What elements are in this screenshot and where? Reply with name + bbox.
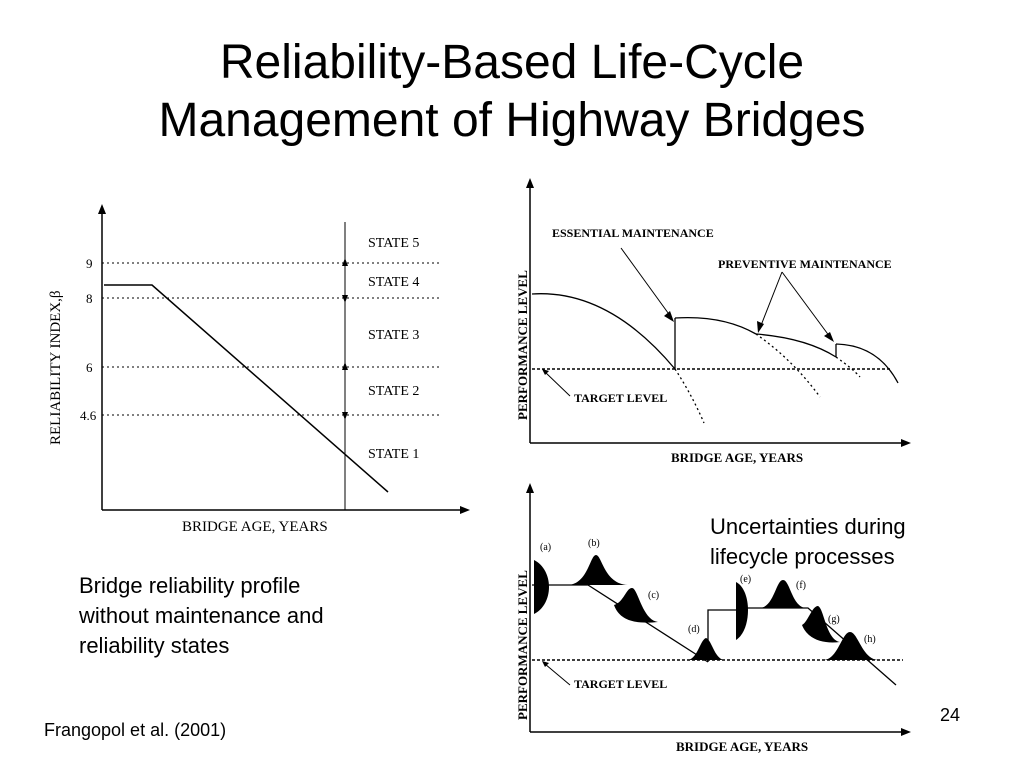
target-level-label: TARGET LEVEL [574,391,667,405]
tick-label-6: 6 [86,360,93,375]
title-line-2: Management of Highway Bridges [158,94,866,147]
target-arrow [544,663,571,686]
y-axis-arrow [98,204,106,214]
y-axis-label: PERFORMANCE LEVEL [515,570,530,720]
essential-arrowhead [664,311,674,322]
x-axis-arrow [901,439,911,447]
left-caption: Bridge reliability profile without maint… [79,571,324,661]
preventive-arrow-2 [781,271,831,338]
citation: Frangopol et al. (2001) [44,720,227,740]
target-arrowhead [542,369,549,375]
label-a: (a) [540,542,551,553]
performance-path-1 [532,584,709,663]
label-c: (c) [648,590,659,601]
slide-title: Reliability-Based Life-Cycle Management … [0,34,1024,150]
x-axis-arrow [901,728,911,736]
curve-after-essential [674,316,757,335]
y-axis-arrow [526,178,534,188]
state-4-label: STATE 4 [368,275,419,290]
state-divider-tick-4 [342,412,348,420]
distribution-c [614,588,658,623]
state-2-label: STATE 2 [368,384,419,399]
distribution-d [688,638,724,660]
y-axis-arrow [526,483,534,493]
target-arrow [544,371,571,397]
left-caption-line-1: Bridge reliability profile [79,573,301,598]
uncertainty-diagram: (a) (b) (c) (d) (e) (f) (g) (h) TARGET L… [515,483,911,754]
x-axis-label: BRIDGE AGE, YEARS [671,450,803,465]
curve-preventive-2 [835,343,899,384]
tick-label-8: 8 [86,291,93,306]
right-caption-line-1: Uncertainties during [710,514,906,539]
title-line-1: Reliability-Based Life-Cycle [219,36,805,89]
degradation-curve [531,293,676,370]
left-caption-line-3: reliability states [79,633,230,658]
state-divider-tick-1 [342,258,348,266]
target-level-label: TARGET LEVEL [574,677,667,691]
distribution-b [568,555,628,585]
state-5-label: STATE 5 [368,236,419,251]
state-1-label: STATE 1 [368,447,419,462]
state-3-label: STATE 3 [368,328,419,343]
maintenance-diagram: ESSENTIAL MAINTENANCE PREVENTIVE MAINTEN… [515,178,911,465]
label-e: (e) [740,574,751,585]
essential-maintenance-label: ESSENTIAL MAINTENANCE [552,226,714,240]
curve-preventive-1 [755,333,837,358]
degradation-curve-no-maintenance [674,368,705,424]
left-caption-line-2: without maintenance and [79,603,324,628]
curve-after-essential-dotted [755,333,821,398]
preventive-arrow-1 [759,271,783,329]
state-divider-tick-3 [342,362,348,370]
page-number: 24 [940,705,961,725]
tick-label-9: 9 [86,256,93,271]
distribution-f [760,580,806,608]
x-axis-arrow [460,506,470,514]
label-g: (g) [828,614,840,625]
right-caption: Uncertainties during lifecycle processes [710,512,906,572]
distribution-h [824,632,878,660]
state-divider-tick-2 [342,295,348,303]
curve-preventive-1-dotted [835,356,861,378]
distribution-g [802,606,840,643]
target-arrowhead [542,661,549,667]
preventive-arrowhead-1 [757,321,764,333]
label-f: (f) [796,580,806,591]
label-b: (b) [588,538,600,549]
preventive-maintenance-label: PREVENTIVE MAINTENANCE [718,257,892,271]
label-h: (h) [864,634,876,645]
y-axis-label: PERFORMANCE LEVEL [515,270,530,420]
preventive-arrowhead-2 [824,332,834,342]
label-d: (d) [688,624,700,635]
reliability-profile-line [104,284,389,493]
distribution-e [736,582,748,640]
y-axis-label: RELIABILITY INDEX,β [48,290,64,445]
x-axis-label: BRIDGE AGE, YEARS [182,519,328,535]
x-axis-label: BRIDGE AGE, YEARS [676,739,808,754]
distribution-a [534,560,549,614]
essential-arrow [620,247,672,318]
reliability-profile-diagram: 9 8 6 4.6 RELIABILITY INDEX,β BRIDGE AGE… [48,204,470,535]
tick-label-4.6: 4.6 [80,408,97,423]
right-caption-line-2: lifecycle processes [710,544,895,569]
